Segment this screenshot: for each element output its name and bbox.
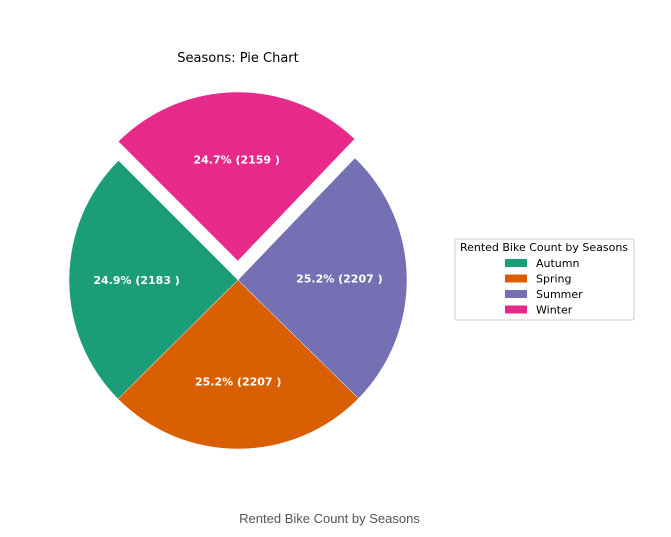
pie-slice-labels: 24.9% (2183 ) 25.2% (2207 ) 25.2% (2207 ) 2…: [93, 154, 382, 389]
slice-label-spring: 25.2% (2207 ): [195, 375, 282, 388]
legend-label-spring: Spring: [536, 273, 572, 286]
pie-slices: [68, 91, 408, 450]
pie-slice-spring: [117, 279, 359, 450]
slice-label-autumn: 24.9% (2183 ): [93, 274, 180, 287]
chart-title: Seasons: Pie Chart: [177, 51, 299, 66]
caption: Rented Bike Count by Seasons: [239, 511, 420, 526]
legend-swatch-winter: [505, 305, 527, 314]
pie-slice-winter: [117, 91, 356, 262]
pie-slice-autumn: [68, 160, 239, 400]
slice-label-winter: 24.7% (2159 ): [193, 154, 280, 167]
legend: Rented Bike Count by Seasons Autumn Sprin…: [454, 238, 635, 321]
legend-label-autumn: Autumn: [536, 257, 579, 270]
legend-label-summer: Summer: [536, 288, 583, 301]
legend-frame: [454, 238, 635, 321]
pie-slice-summer: [237, 157, 408, 399]
legend-title: Rented Bike Count by Seasons: [460, 241, 628, 254]
legend-label-winter: Winter: [536, 304, 573, 317]
legend-swatch-summer: [505, 290, 527, 298]
legend-swatch-spring: [505, 274, 527, 283]
legend-swatch-autumn: [505, 259, 527, 267]
slice-label-summer: 25.2% (2207 ): [296, 272, 383, 285]
